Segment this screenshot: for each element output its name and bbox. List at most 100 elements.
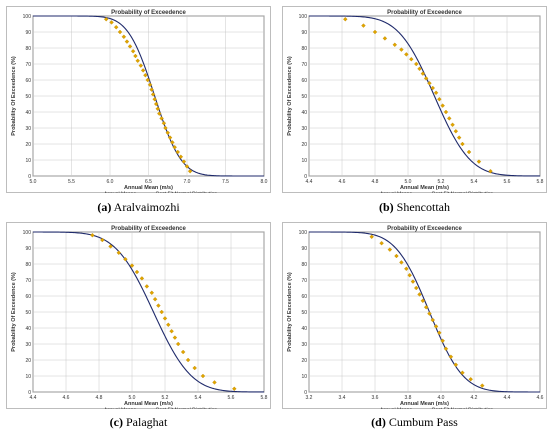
data-point xyxy=(450,122,455,128)
fit-line xyxy=(309,231,540,393)
data-point xyxy=(187,168,193,174)
caption-letter: (a) xyxy=(97,200,112,214)
data-point xyxy=(166,322,171,328)
y-tick-label: 50 xyxy=(25,310,31,316)
y-tick-label: 50 xyxy=(25,94,31,100)
y-tick-label: 30 xyxy=(301,126,307,132)
x-tick-label: 3.4 xyxy=(339,395,346,401)
data-point xyxy=(466,149,472,155)
data-point xyxy=(460,141,465,147)
legend-label-points: Annual Means xyxy=(104,408,136,410)
y-tick-label: 80 xyxy=(301,46,307,52)
caption-a: (a) Aralvaimozhi xyxy=(6,200,271,215)
caption-d: (d) Cumbum Pass xyxy=(282,415,547,430)
y-tick-label: 10 xyxy=(25,158,31,164)
data-point xyxy=(163,125,168,131)
x-tick-label: 4.4 xyxy=(306,179,313,185)
data-point xyxy=(488,168,493,174)
data-point xyxy=(109,20,114,25)
data-point xyxy=(414,61,419,67)
y-tick-label: 80 xyxy=(25,46,31,52)
data-point xyxy=(212,380,217,385)
data-point xyxy=(392,42,398,48)
x-tick-label: 8.0 xyxy=(261,179,268,185)
data-point xyxy=(404,266,409,272)
x-tick-label: 5.0 xyxy=(129,395,136,401)
y-tick-label: 90 xyxy=(25,30,31,36)
y-tick-label: 0 xyxy=(28,174,31,180)
x-axis-label: Annual Mean (m/s) xyxy=(124,185,173,191)
data-point xyxy=(437,96,442,102)
data-point xyxy=(440,103,445,108)
y-tick-label: 70 xyxy=(301,62,307,68)
chart-title: Probability of Exceedence xyxy=(111,226,186,232)
data-point xyxy=(90,232,95,238)
chart-panel-b: Probability of Exceedence 0 10 20 30 40 50 60 70… xyxy=(282,6,547,193)
y-tick-label: 80 xyxy=(301,262,307,268)
data-point xyxy=(200,373,206,379)
x-tick-label: 4.8 xyxy=(372,179,379,185)
x-tick-label: 4.6 xyxy=(63,395,70,401)
data-point xyxy=(172,144,177,150)
x-tick-label: 6.0 xyxy=(107,179,114,185)
data-point xyxy=(161,120,167,126)
caption-b: (b) Shencottah xyxy=(282,200,547,215)
chart-panel-d: Probability of Exceedence 0 10 20 30 40 50 60 70… xyxy=(282,222,547,409)
x-tick-label: 4.4 xyxy=(504,395,511,401)
y-tick-label: 100 xyxy=(299,14,308,20)
legend-label-line: Best-Fit Normal Distribution xyxy=(156,192,217,194)
y-tick-label: 0 xyxy=(304,174,307,180)
data-point xyxy=(108,244,113,249)
x-tick-label: 5.6 xyxy=(228,395,235,401)
data-point xyxy=(149,290,155,296)
data-point xyxy=(427,311,432,316)
y-axis-label: Probability Of Exceedence (%) xyxy=(287,272,293,352)
x-tick-label: 5.2 xyxy=(438,179,445,185)
data-point xyxy=(135,58,140,64)
data-point xyxy=(440,338,445,344)
x-tick-label: 4.4 xyxy=(30,395,37,401)
y-tick-label: 0 xyxy=(28,390,31,396)
y-tick-label: 60 xyxy=(25,294,31,300)
data-point xyxy=(409,56,414,62)
data-point xyxy=(144,284,150,289)
x-axis-label: Annual Mean (m/s) xyxy=(124,401,173,407)
y-tick-label: 60 xyxy=(25,78,31,84)
y-tick-label: 30 xyxy=(25,342,31,348)
data-point xyxy=(181,159,187,164)
data-point xyxy=(149,87,154,92)
data-point xyxy=(180,349,186,355)
chart-svg-d: Probability of Exceedence 0 10 20 30 40 50 60 70… xyxy=(282,222,547,409)
data-point xyxy=(443,346,449,352)
data-point xyxy=(407,272,412,278)
y-tick-label: 40 xyxy=(25,326,31,332)
caption-letter: (b) xyxy=(379,200,394,214)
y-tick-label: 40 xyxy=(301,110,307,116)
fit-line xyxy=(33,231,264,393)
data-point xyxy=(169,328,174,334)
y-tick-label: 30 xyxy=(25,126,31,132)
y-tick-label: 10 xyxy=(301,158,307,164)
data-point xyxy=(382,36,388,41)
data-point xyxy=(165,130,170,136)
y-tick-label: 40 xyxy=(25,110,31,116)
data-point xyxy=(185,357,191,363)
legend-label-points: Annual Means xyxy=(380,192,412,194)
y-axis-label: Probability Of Exceedence (%) xyxy=(287,56,293,136)
data-point xyxy=(456,135,462,140)
data-point xyxy=(447,116,452,121)
data-point xyxy=(430,85,435,91)
chart-panel-a: Probability of Exceedence 0 10 20 30 40 50 60 70… xyxy=(6,6,271,193)
legend-label-points: Annual Means xyxy=(380,408,412,410)
x-tick-label: 4.6 xyxy=(537,395,544,401)
y-tick-label: 20 xyxy=(301,142,307,148)
data-point xyxy=(417,66,422,72)
x-tick-label: 5.0 xyxy=(30,179,37,185)
x-tick-label: 5.0 xyxy=(405,179,412,185)
data-point xyxy=(159,309,164,315)
data-point xyxy=(121,34,127,40)
x-tick-label: 4.0 xyxy=(438,395,445,401)
data-point xyxy=(152,96,157,102)
x-tick-label: 5.8 xyxy=(261,395,268,401)
data-point xyxy=(387,247,393,252)
